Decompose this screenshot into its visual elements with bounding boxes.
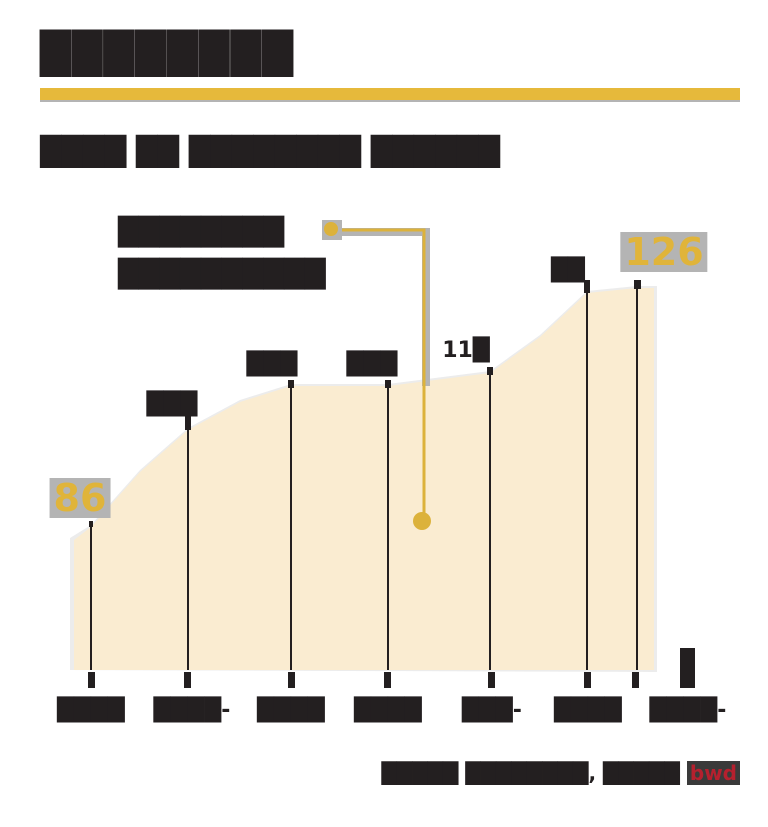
- x-label-0: ████: [57, 698, 125, 723]
- value-label-4: ███: [346, 352, 398, 377]
- source-note: █████ ████████, █████ bwd: [382, 758, 740, 788]
- chart-title: ████████: [40, 31, 295, 77]
- x-label-6: ████-: [649, 698, 727, 723]
- value-label-2: ███: [146, 392, 198, 417]
- x-label-5: ████: [554, 698, 622, 723]
- x-label-3: ████: [354, 698, 422, 723]
- chart-subtitle: ████ ██ ████████ ██████: [40, 135, 500, 168]
- start-value-label: 86: [49, 478, 111, 518]
- x-label-4: ███-: [462, 698, 522, 723]
- title-rule: [40, 88, 740, 100]
- annotation-text: ████████ ██████████: [118, 212, 326, 296]
- x-label-1: ████-: [153, 698, 231, 723]
- value-label-6: ██: [551, 258, 585, 283]
- brand-logo: bwd: [686, 761, 740, 785]
- annotation-line-1: ████████: [118, 217, 285, 248]
- value-label-3: ███: [246, 352, 298, 377]
- value-label-5: 11█: [442, 338, 490, 363]
- x-label-2: ████: [257, 698, 325, 723]
- area-fill: [74, 288, 654, 670]
- end-value-label: 126: [620, 232, 708, 272]
- annotation-line-2: ██████████: [118, 259, 326, 290]
- x-ticks: [88, 648, 695, 688]
- source-text: █████ ████████, █████: [381, 761, 680, 785]
- data-lines: [90, 288, 638, 670]
- annotation-connector: [322, 220, 431, 530]
- top-caps: [89, 280, 641, 527]
